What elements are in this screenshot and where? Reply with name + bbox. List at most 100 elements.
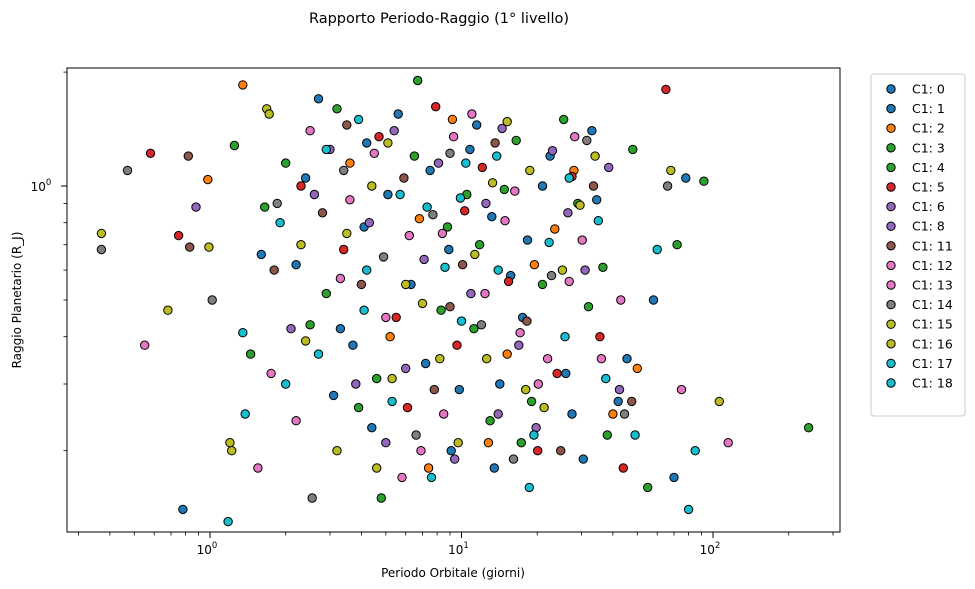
data-point-s4-6	[469, 324, 479, 334]
data-point-s4-8	[526, 396, 537, 407]
data-point-s14-15	[440, 262, 450, 272]
data-point-s10-7	[500, 216, 510, 226]
data-point-s5-2	[296, 181, 306, 191]
data-point-s7-0	[286, 324, 296, 334]
data-point-s8-9	[522, 316, 532, 326]
data-point-s9-14	[564, 276, 574, 287]
data-point-s10-9	[570, 132, 580, 142]
x-axis-label: Periodo Orbitale (giorni)	[381, 566, 525, 580]
legend-entry: C1: 3	[912, 140, 945, 155]
data-point-s9-1	[266, 368, 276, 379]
data-point-s12-4	[296, 240, 306, 250]
data-point-s11-12	[582, 135, 592, 146]
data-point-s14-12	[683, 504, 694, 515]
data-point-s3-3	[372, 373, 382, 384]
data-point-s12-6	[367, 181, 377, 191]
data-point-s12-1	[163, 305, 173, 315]
data-point-s6-0	[191, 202, 201, 212]
data-point-s8-7	[457, 260, 468, 270]
data-point-s10-4	[404, 230, 414, 241]
data-point-s1-2	[335, 324, 346, 334]
data-point-s4-0	[245, 349, 256, 359]
data-point-s2-6	[483, 438, 494, 448]
x-tick-label: 102	[700, 541, 721, 557]
data-point-s5-3	[339, 244, 349, 255]
data-point-s1-12	[587, 126, 597, 136]
y-tick-label: 100	[31, 178, 52, 194]
legend-marker	[886, 339, 896, 349]
data-point-s5-1	[173, 230, 184, 241]
data-point-s2-12	[550, 224, 560, 234]
data-point-s5-5	[402, 402, 413, 413]
data-point-s15-4	[387, 396, 397, 407]
legend-marker	[886, 358, 896, 369]
data-point-s14-9	[529, 430, 539, 440]
legend-marker	[886, 84, 896, 94]
legend-marker	[886, 221, 896, 231]
data-point-s6-7	[514, 340, 524, 350]
data-point-s12-10	[502, 116, 512, 127]
data-point-s12-14	[387, 373, 397, 384]
data-point-s9-11	[616, 295, 626, 305]
data-point-s5-13	[618, 463, 628, 473]
data-point-s14-6	[426, 472, 437, 483]
data-point-s3-1	[260, 202, 270, 212]
data-point-s14-1	[238, 328, 248, 338]
data-point-s3-15	[305, 320, 315, 330]
data-point-s8-5	[399, 173, 409, 183]
data-point-s2-4	[414, 214, 425, 224]
data-point-s9-2	[305, 126, 315, 136]
data-point-s10-2	[335, 273, 346, 284]
data-point-s5-14	[661, 84, 671, 95]
data-point-s5-9	[503, 276, 514, 287]
data-point-s15-3	[353, 114, 364, 125]
data-point-s4-9	[559, 114, 569, 125]
legend-frame	[870, 73, 966, 417]
data-point-s4-4	[409, 151, 420, 161]
data-point-s3-2	[332, 104, 342, 114]
data-point-s11-7	[411, 430, 421, 440]
x-tick-label: 101	[448, 541, 469, 557]
data-point-s11-13	[619, 409, 630, 419]
data-point-s5-12	[595, 332, 605, 342]
data-point-s8-10	[556, 446, 566, 456]
data-point-s1-14	[669, 472, 679, 483]
data-point-s11-15	[428, 210, 438, 220]
data-point-s12-0	[96, 228, 107, 239]
data-point-s5-0	[145, 148, 156, 159]
data-point-s15-11	[630, 430, 640, 440]
data-point-s3-12	[699, 176, 709, 186]
data-point-s0-18	[348, 340, 358, 350]
legend-entry: C1: 16	[912, 336, 953, 351]
data-point-s8-8	[490, 138, 500, 148]
data-point-s4-7	[499, 184, 509, 195]
data-point-s12-7	[401, 279, 411, 290]
data-point-s13-3	[300, 336, 311, 346]
data-point-s8-3	[317, 208, 328, 218]
data-point-s11-2	[207, 295, 217, 305]
data-point-s10-12	[397, 472, 407, 483]
data-point-s1-1	[300, 173, 311, 183]
data-point-s2-3	[385, 332, 395, 342]
legend-entry: C1: 0	[912, 82, 945, 97]
data-point-s15-14	[544, 237, 554, 248]
data-point-s9-5	[416, 446, 426, 456]
data-point-s9-6	[448, 132, 459, 142]
data-point-s15-9	[560, 332, 570, 342]
data-point-s12-2	[225, 438, 235, 448]
legend-entry: C1: 2	[912, 121, 945, 136]
data-point-s11-9	[476, 320, 487, 330]
data-point-s0-6	[446, 446, 456, 456]
data-point-s1-13	[613, 396, 623, 407]
data-point-s13-1	[227, 446, 237, 456]
scatter-points	[96, 75, 814, 527]
data-point-s5-4	[374, 132, 384, 142]
data-point-s7-9	[604, 162, 614, 173]
data-point-s12-5	[332, 446, 342, 456]
data-point-s0-9	[522, 235, 533, 245]
legend-entry: C1: 17	[912, 356, 953, 371]
data-point-s13-0	[204, 242, 214, 252]
data-point-s11-5	[339, 165, 349, 176]
data-point-s3-0	[229, 140, 240, 151]
